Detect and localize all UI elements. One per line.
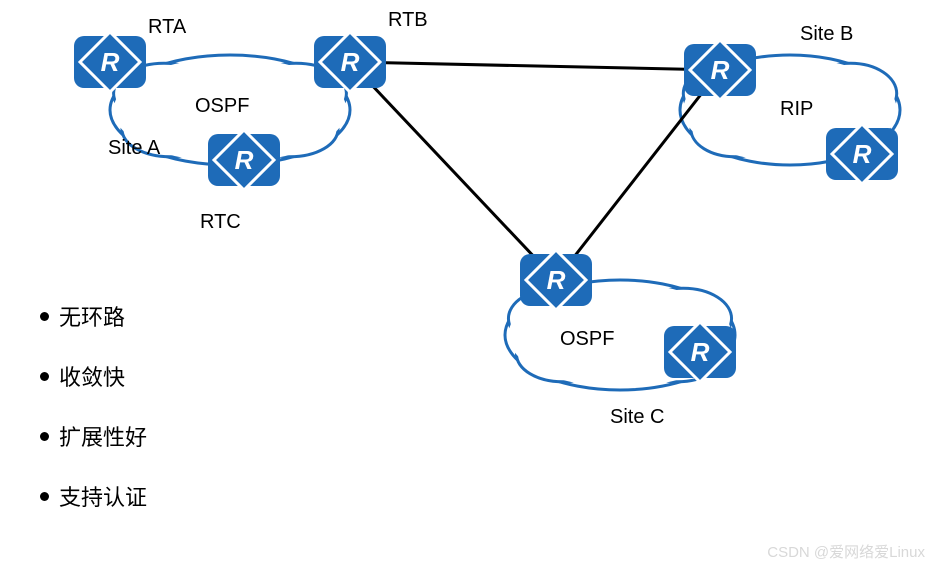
bullet-icon: [40, 432, 49, 441]
svg-text:R: R: [711, 55, 730, 85]
router-rt_sb2: R: [826, 124, 898, 184]
svg-text:OSPF: OSPF: [195, 95, 249, 117]
bullet-icon: [40, 372, 49, 381]
bullet-icon: [40, 312, 49, 321]
bullet-text: 收敛快: [59, 360, 125, 392]
link-rtb-rt_sc1: [350, 62, 556, 280]
svg-text:Site B: Site B: [800, 23, 853, 45]
list-item: 收敛快: [40, 360, 147, 392]
svg-text:RTC: RTC: [200, 211, 241, 233]
svg-text:RTA: RTA: [148, 16, 187, 38]
router-rtc: R: [208, 130, 280, 190]
feature-list: 无环路 收敛快 扩展性好 支持认证: [40, 300, 147, 540]
svg-text:R: R: [235, 145, 254, 175]
svg-text:Site A: Site A: [108, 137, 161, 159]
list-item: 扩展性好: [40, 420, 147, 452]
bullet-text: 无环路: [59, 300, 125, 332]
bullet-text: 扩展性好: [59, 420, 147, 452]
svg-text:R: R: [547, 265, 566, 295]
router-rt_sc1: R: [520, 250, 592, 310]
svg-text:R: R: [853, 139, 872, 169]
router-rtb: R: [314, 32, 386, 92]
svg-text:Site C: Site C: [610, 406, 664, 428]
bullet-icon: [40, 492, 49, 501]
router-rt_sc2: R: [664, 322, 736, 382]
svg-text:R: R: [101, 47, 120, 77]
watermark-text: CSDN @爱网络爱Linux: [767, 541, 925, 562]
svg-text:RTB: RTB: [388, 9, 428, 31]
bullet-text: 支持认证: [59, 480, 147, 512]
svg-text:R: R: [691, 337, 710, 367]
link-rtb-rt_sb1: [350, 62, 720, 70]
router-rt_sb1: R: [684, 40, 756, 100]
svg-text:OSPF: OSPF: [560, 328, 614, 350]
svg-text:R: R: [341, 47, 360, 77]
link-rt_sb1-rt_sc1: [556, 70, 720, 280]
list-item: 无环路: [40, 300, 147, 332]
list-item: 支持认证: [40, 480, 147, 512]
router-rta: R: [74, 32, 146, 92]
svg-text:RIP: RIP: [780, 98, 813, 120]
